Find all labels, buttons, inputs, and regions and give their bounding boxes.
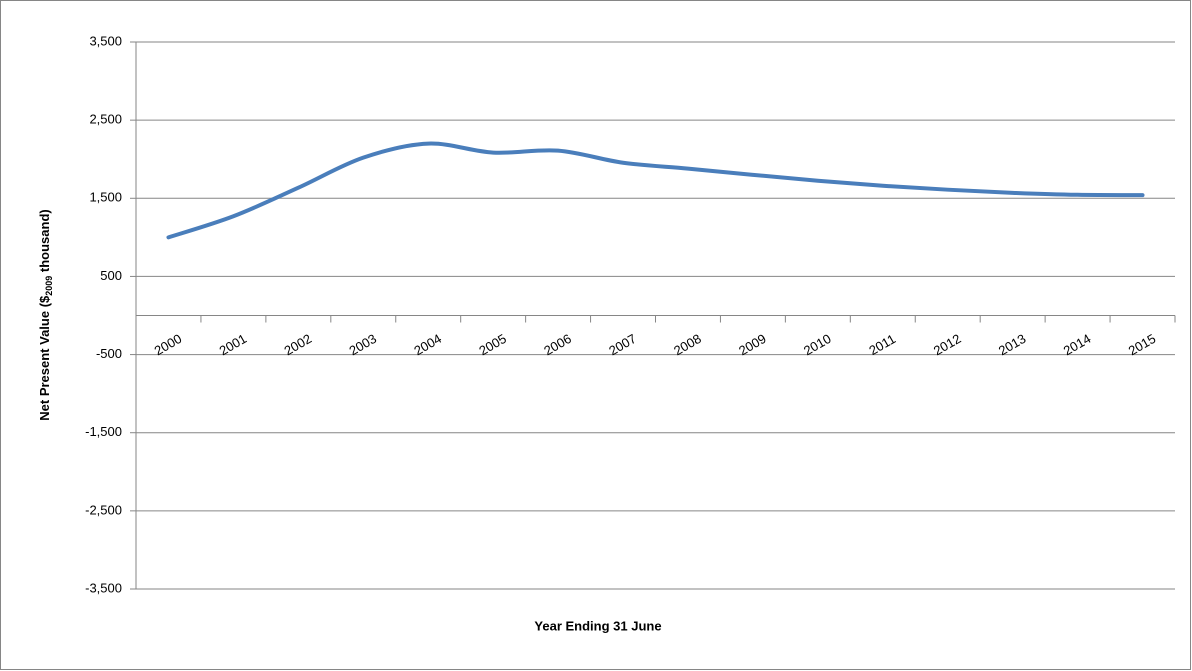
y-tick-label: -3,500 — [85, 580, 122, 595]
y-tick-label: 2,500 — [89, 112, 122, 127]
y-tick-label: 3,500 — [89, 33, 122, 48]
y-tick-label: -1,500 — [85, 424, 122, 439]
y-tick-label: -2,500 — [85, 502, 122, 517]
data-line — [166, 141, 1145, 240]
y-tick-label: -500 — [96, 346, 122, 361]
y-axis-title: Net Present Value ($2009 thousand) — [37, 209, 54, 420]
y-tick-label: 1,500 — [89, 190, 122, 205]
x-axis-title: Year Ending 31 June — [534, 618, 661, 633]
y-axis-title-sub: 2009 — [44, 276, 54, 296]
y-axis-title-part: thousand) — [37, 209, 52, 275]
y-tick-label: 500 — [100, 268, 122, 283]
y-axis-title-part: Net Present Value ($ — [37, 295, 52, 421]
